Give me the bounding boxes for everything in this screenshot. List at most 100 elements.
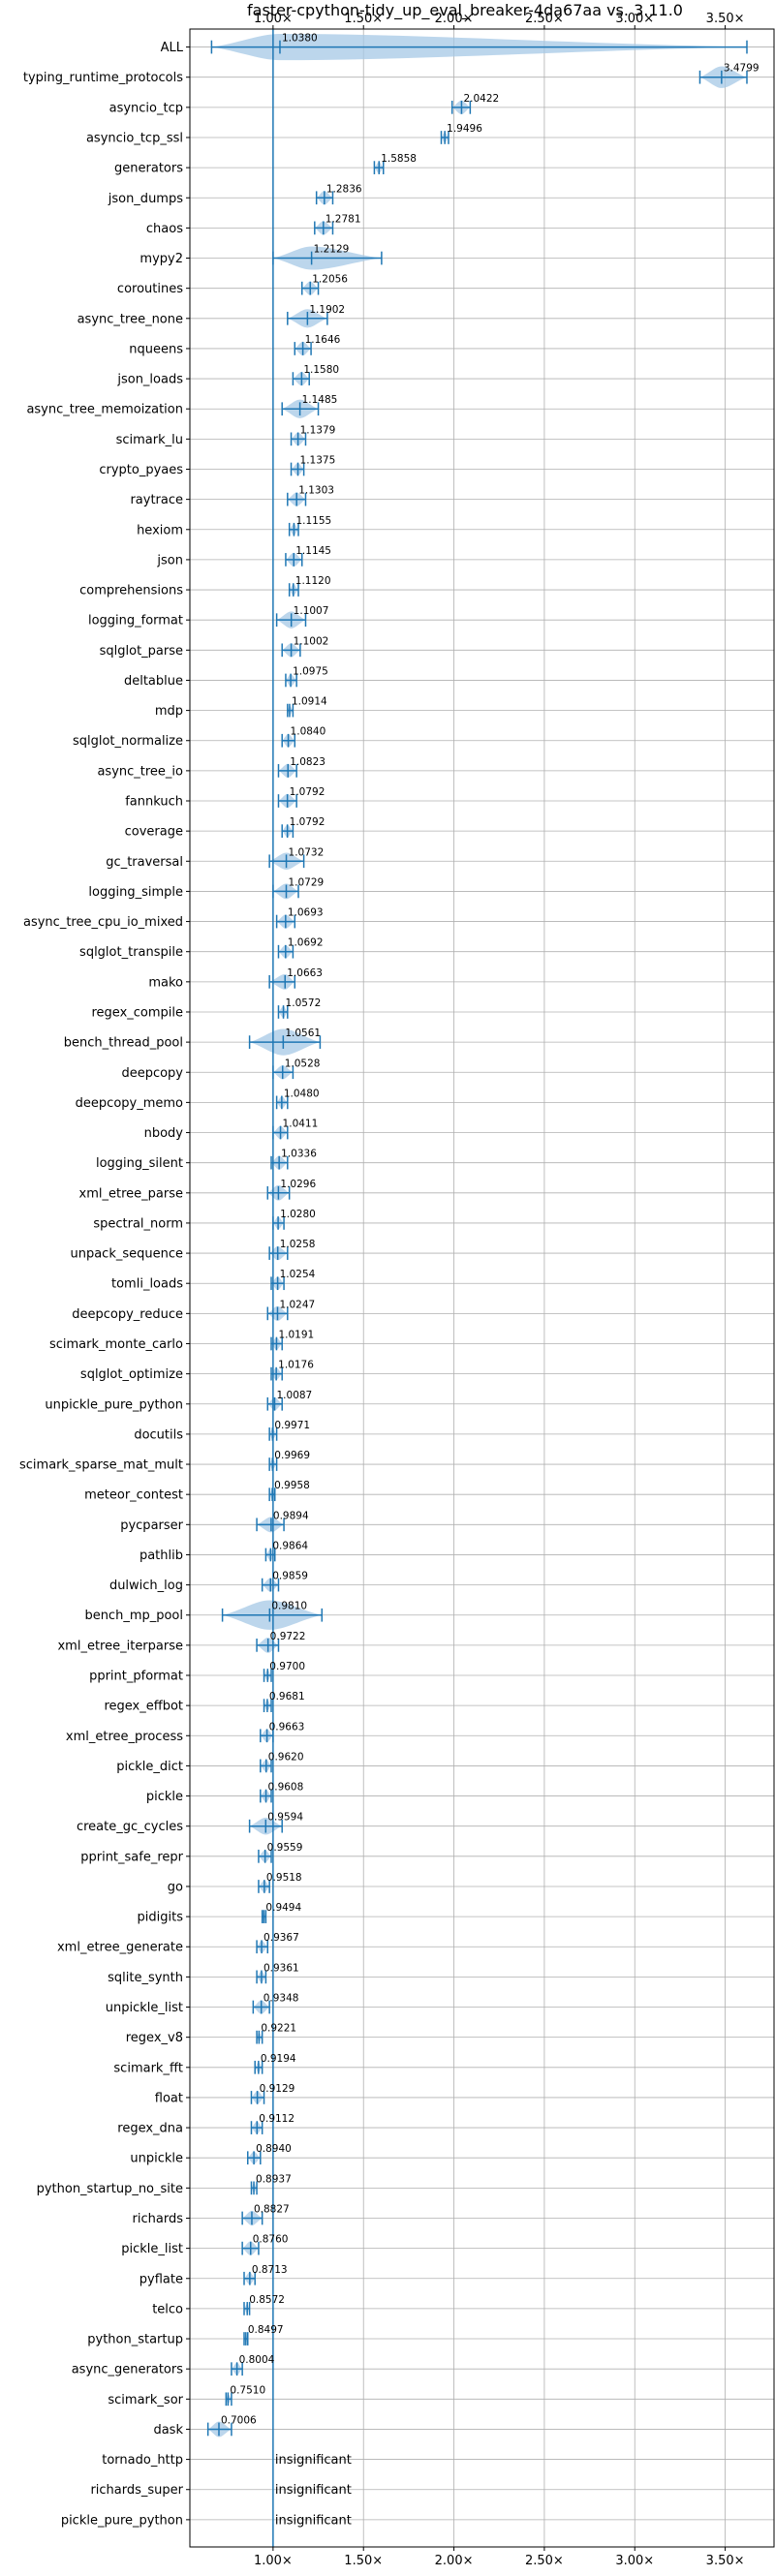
violin-value-label: 1.1580 (303, 364, 339, 376)
insignificant-label: insignificant (275, 2453, 352, 2468)
benchmark-label: generators (114, 162, 183, 176)
violin-value-label: 0.8572 (249, 2294, 285, 2306)
violin-value-label: 1.0247 (279, 1299, 315, 1310)
plot-frame (189, 28, 775, 2548)
violin-value-label: 1.1155 (295, 515, 331, 527)
violin-value-label: 1.1007 (294, 605, 329, 617)
violin-value-label: 1.0693 (288, 907, 324, 919)
violin-value-label: 0.9894 (273, 1510, 309, 1521)
violin-value-label: 1.1145 (295, 545, 331, 557)
violin-value-label: 1.2836 (326, 183, 362, 195)
benchmark-label: comprehensions (79, 584, 183, 598)
violin-value-label: 1.0176 (278, 1360, 314, 1371)
violin-value-label: 1.2056 (312, 274, 348, 286)
violin-value-label: 0.9608 (268, 1782, 304, 1794)
violin-value-label: 0.9958 (274, 1480, 310, 1491)
violin-value-label: 1.0296 (280, 1179, 316, 1190)
violin-value-label: 1.1303 (298, 485, 334, 497)
violin-value-label: 0.9700 (269, 1661, 305, 1672)
violin-value-label: 1.1002 (294, 635, 329, 647)
benchmark-label: async_generators (72, 2363, 184, 2377)
benchmark-label: async_tree_io (97, 764, 183, 779)
benchmark-label: sqlglot_parse (100, 644, 183, 659)
benchmark-label: async_tree_memoization (26, 403, 183, 417)
violin-value-label: 1.0729 (288, 876, 324, 888)
violin-value-label: 1.2129 (314, 244, 350, 256)
benchmark-label: logging_format (88, 614, 183, 629)
benchmark-label: richards (133, 2212, 184, 2226)
violin-value-label: 1.0087 (277, 1390, 313, 1401)
benchmark-label: scimark_monte_carlo (49, 1337, 183, 1352)
benchmark-label: scimark_sor (108, 2393, 183, 2407)
benchmark-label: mako (148, 975, 183, 990)
violin-value-label: 1.0975 (293, 665, 328, 677)
x-tick-label-top: 2.00× (435, 12, 474, 26)
violin-value-label: 0.9361 (264, 1962, 299, 1974)
violin-value-label: 0.9494 (265, 1902, 301, 1914)
benchmark-label: async_tree_none (78, 312, 183, 326)
benchmark-label: bench_mp_pool (84, 1609, 183, 1623)
violin-value-label: 1.0823 (290, 756, 326, 768)
violin-value-label: 0.8940 (256, 2143, 292, 2155)
benchmark-label: xml_etree_process (66, 1730, 183, 1744)
benchmark-label: unpickle_list (106, 2001, 183, 2015)
benchmark-label: crypto_pyaes (99, 463, 183, 477)
violin-value-label: 0.9663 (269, 1721, 305, 1733)
violin-value-label: 1.1485 (302, 394, 338, 406)
benchmark-label: chaos (146, 222, 183, 236)
benchmark-label: regex_dna (117, 2122, 183, 2136)
benchmark-label: nbody (144, 1126, 184, 1141)
benchmark-label: deepcopy_reduce (72, 1307, 183, 1322)
benchmark-label: sqlglot_optimize (80, 1367, 183, 1382)
violin-value-label: 0.9112 (259, 2113, 294, 2125)
benchmark-label: typing_runtime_protocols (23, 71, 183, 85)
label-layer: 1.0380 3.4799 2.0422 1.9496 1.5858 1.2836 1.27… (221, 33, 760, 2529)
benchmark-label: pidigits (138, 1911, 184, 1925)
benchmark-label: python_startup (87, 2333, 183, 2347)
benchmark-label: xml_etree_parse (79, 1186, 183, 1201)
benchmark-label: logging_simple (88, 885, 183, 900)
violin-value-label: 0.9859 (272, 1571, 308, 1582)
violin-value-label: 0.9620 (268, 1751, 304, 1763)
benchmark-label: scimark_sparse_mat_mult (19, 1458, 183, 1473)
benchmark-label: coroutines (117, 282, 183, 296)
benchmark-label: sqlglot_normalize (73, 734, 183, 749)
violin-value-label: 1.0914 (292, 696, 327, 708)
violin-value-label: 0.9864 (272, 1540, 308, 1551)
benchmark-label: json_loads (116, 373, 183, 387)
violin-value-label: 0.7006 (221, 2414, 257, 2426)
benchmark-label: regex_effbot (104, 1700, 183, 1714)
benchmark-label: xml_etree_iterparse (57, 1639, 183, 1653)
benchmark-label: pprint_pformat (89, 1670, 183, 1684)
benchmark-label: regex_compile (91, 1005, 183, 1020)
violin-value-label: 1.0692 (288, 937, 324, 949)
benchmark-label: unpack_sequence (70, 1247, 183, 1262)
benchmark-label: sqlite_synth (108, 1971, 183, 1985)
benchmark-label: asyncio_tcp_ssl (86, 131, 183, 145)
violin-value-label: 1.0380 (282, 33, 318, 45)
tick-layer: 1.00× 1.00× 1.50× 1.50× 2.00× 2.00× 2.50× 2.50×… (19, 12, 745, 2568)
violin-value-label: 3.4799 (724, 63, 760, 75)
violin-value-label: 0.7510 (230, 2384, 265, 2396)
benchmark-label: unpickle_pure_python (45, 1397, 183, 1412)
violin-value-label: 1.0792 (290, 786, 326, 798)
violin-value-label: 0.9810 (271, 1601, 307, 1612)
violin-value-label: 1.0561 (285, 1027, 321, 1039)
benchmark-label: dask (153, 2423, 183, 2438)
violin-value-label: 1.9496 (447, 123, 482, 135)
benchmark-label: pickle_pure_python (61, 2513, 183, 2528)
benchmark-label: json (156, 553, 183, 567)
violin-value-label: 1.1902 (309, 304, 345, 316)
benchmark-label: sqlglot_transpile (79, 945, 183, 960)
benchmark-label: xml_etree_generate (57, 1941, 183, 1955)
benchmark-label: nqueens (129, 342, 183, 356)
violin-value-label: 0.9971 (274, 1420, 310, 1431)
x-tick-label-bottom: 3.00× (615, 2554, 654, 2568)
violin-value-label: 1.0336 (281, 1149, 317, 1160)
violin-value-label: 1.0840 (291, 726, 326, 738)
violin-value-label: 1.1120 (295, 575, 331, 587)
violin-value-label: 1.2781 (326, 213, 361, 225)
benchmark-label: create_gc_cycles (77, 1820, 183, 1834)
benchmark-label: mypy2 (140, 252, 183, 266)
insignificant-label: insignificant (275, 2513, 352, 2528)
